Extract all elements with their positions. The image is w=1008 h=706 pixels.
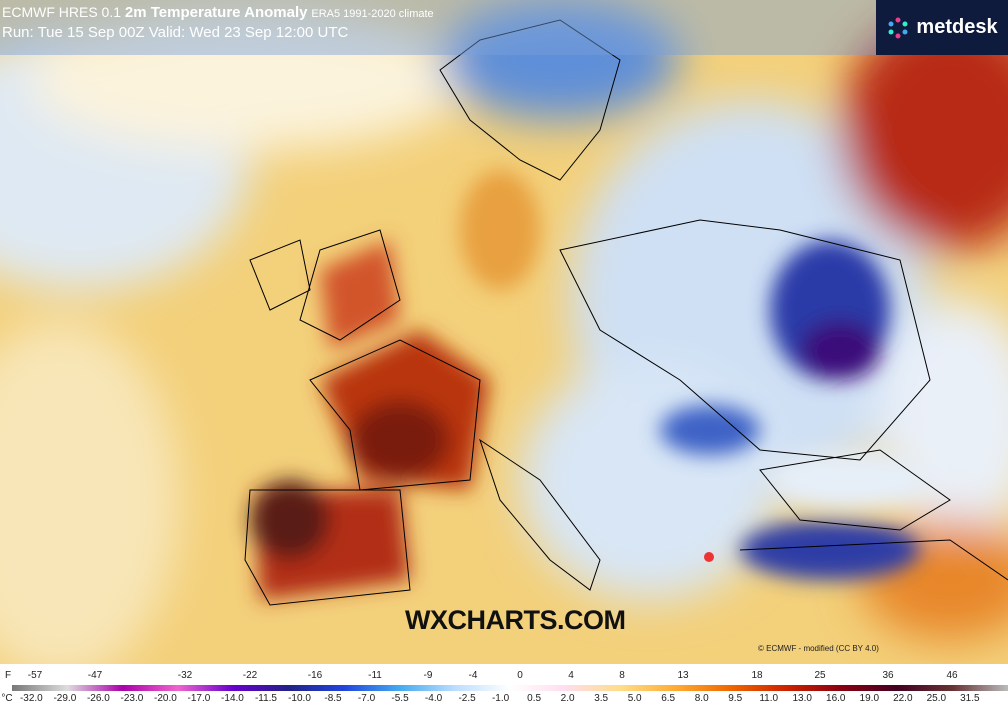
c-label: -20.0 (154, 693, 177, 704)
c-label: -26.0 (86, 693, 110, 704)
c-label: 3.5 (594, 693, 609, 704)
c-label: -2.5 (458, 693, 476, 704)
f-label: -16 (307, 670, 323, 681)
f-label: -22 (242, 670, 258, 681)
f-label: -9 (423, 670, 433, 681)
title-line: ECMWF HRES 0.1 2m Temperature Anomaly ER… (2, 4, 434, 21)
c-label: 5.0 (627, 693, 642, 704)
c-label: -5.5 (391, 693, 409, 704)
c-label: -29.0 (53, 693, 77, 704)
c-label: 9.5 (728, 693, 743, 704)
c-label: -17.0 (187, 693, 211, 704)
c-label: 13.0 (792, 693, 812, 704)
f-label: 8 (619, 670, 625, 681)
model: ECMWF HRES 0.1 (2, 4, 122, 20)
c-unit: °C (1, 693, 13, 704)
f-label: 36 (882, 670, 894, 681)
color-bar (12, 685, 1008, 691)
c-label: 6.5 (661, 693, 676, 704)
f-label: -47 (87, 670, 103, 681)
c-label: 25.0 (926, 693, 947, 704)
legend: F -57 -47 -32 -22 -16 -11 -9 -4 0 4 8 13 18 25 36 46 °C -3… (0, 664, 1008, 706)
f-label: -11 (368, 670, 382, 681)
c-label: 0.5 (527, 693, 542, 704)
c-label: -7.0 (357, 693, 376, 704)
c-label: -14.0 (221, 693, 244, 704)
brand: metdesk (876, 0, 1008, 55)
c-label: -4.0 (424, 693, 443, 704)
header: ECMWF HRES 0.1 2m Temperature Anomaly ER… (0, 0, 876, 55)
c-label: -11.5 (254, 693, 277, 704)
f-label: -57 (27, 670, 43, 681)
c-label: 19.0 (859, 693, 880, 704)
c-label: 22.0 (893, 693, 913, 704)
c-label: -10.0 (288, 693, 311, 704)
f-label: 13 (677, 670, 689, 681)
brand-logo (888, 17, 908, 38)
c-label: 2.0 (560, 693, 575, 704)
f-label: 18 (751, 670, 763, 681)
map (0, 0, 1008, 664)
brand-name: metdesk (916, 16, 998, 38)
c-label: -8.5 (324, 693, 342, 704)
c-label: 16.0 (826, 693, 846, 704)
f-label: 0 (517, 670, 523, 681)
c-label: -32.0 (19, 693, 43, 704)
watermark: WXCHARTS.COM (405, 605, 626, 635)
f-unit: F (4, 670, 12, 681)
c-label: -23.0 (120, 693, 144, 704)
f-label: 25 (814, 670, 826, 681)
f-label: 4 (568, 670, 574, 681)
climate: ERA5 1991-2020 climate (311, 8, 434, 20)
c-label: -1.0 (491, 693, 510, 704)
run-info: Run: Tue 15 Sep 00Z Valid: Wed 23 Sep 12… (2, 24, 349, 41)
credit: © ECMWF - modified (CC BY 4.0) (758, 644, 879, 653)
c-label: 11.0 (759, 693, 779, 704)
c-label: 31.5 (960, 693, 980, 704)
f-label: 46 (946, 670, 958, 681)
f-label: -32 (177, 670, 193, 681)
parameter: 2m Temperature Anomaly (124, 4, 308, 21)
f-label: -4 (468, 670, 478, 681)
c-label: 8.0 (694, 693, 709, 704)
